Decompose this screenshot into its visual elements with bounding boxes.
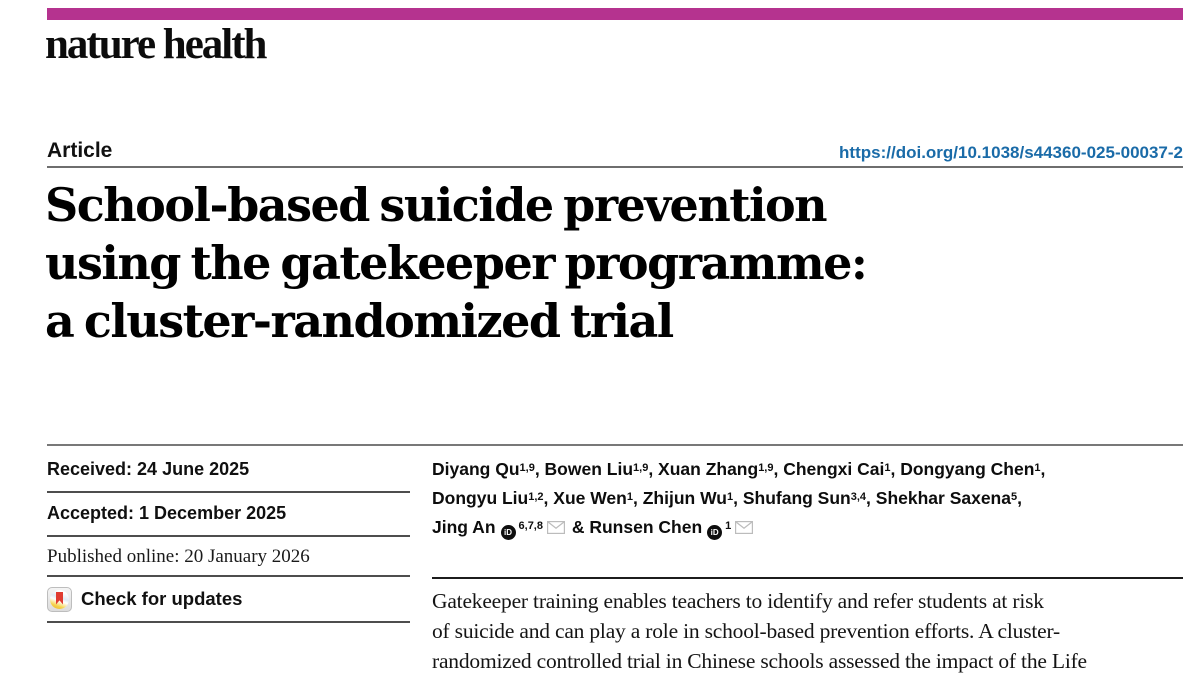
author-line: Dongyu Liu1,2, Xue Wen1, Zhijun Wu1, Shu…	[432, 484, 1182, 513]
check-for-updates-link[interactable]: Check for updates	[47, 585, 410, 613]
abstract-divider	[432, 577, 1183, 579]
crossmark-icon	[47, 586, 72, 612]
author-name: Runsen Chen	[589, 517, 703, 537]
author-separator: ,	[733, 488, 743, 508]
orcid-icon[interactable]: iD	[500, 524, 516, 540]
author-separator: ,	[534, 459, 545, 479]
abstract-line: Gatekeeper training enables teachers to …	[432, 589, 1044, 613]
author-separator: ,	[866, 488, 876, 508]
orcid-icon[interactable]: iD	[707, 524, 723, 540]
author-name: Shufang Sun	[742, 488, 851, 508]
title-line: using the gatekeeper programme:	[45, 236, 868, 290]
check-for-updates-label: Check for updates	[81, 588, 243, 609]
author-affiliation-sup: 1,9	[519, 462, 535, 474]
article-title: School-based suicide prevention using the…	[45, 176, 965, 350]
author-name: Chengxi Cai	[783, 459, 885, 479]
abstract-text: Gatekeeper training enables teachers to …	[432, 586, 1197, 675]
author-name: Jing An	[432, 517, 496, 537]
author-separator: ,	[1017, 488, 1022, 508]
author-separator: ,	[773, 459, 784, 479]
abstract-line: randomized controlled trial in Chinese s…	[432, 649, 1087, 673]
metadata-divider	[47, 491, 410, 493]
author-name: Dongyang Chen	[900, 459, 1035, 479]
brand-color-bar	[47, 8, 1183, 20]
title-line: a cluster-randomized trial	[45, 294, 674, 348]
author-affiliation-sup: 1	[1034, 462, 1041, 474]
author-affiliation-sup: 1	[725, 520, 732, 532]
author-affiliation-sup: 1,2	[528, 491, 544, 503]
author-separator: ,	[543, 488, 554, 508]
author-name: Xuan Zhang	[658, 459, 759, 479]
author-line: Jing An iD 6,7,8 & Runsen Chen iD 1	[432, 513, 1182, 542]
author-separator: ,	[890, 459, 901, 479]
author-name: Bowen Liu	[544, 459, 634, 479]
author-list: Diyang Qu1,9, Bowen Liu1,9, Xuan Zhang1,…	[432, 455, 1182, 542]
abstract-line: of suicide and can play a role in school…	[432, 619, 1060, 643]
email-icon[interactable]	[735, 521, 754, 535]
author-affiliation-sup: 1	[726, 491, 734, 503]
journal-logo: nature health	[45, 21, 267, 68]
article-type-label: Article	[47, 139, 113, 162]
author-affiliation-sup: 5	[1010, 491, 1018, 503]
author-name: Xue Wen	[553, 488, 627, 508]
published-date: Published online: 20 January 2026	[47, 546, 310, 567]
author-line: Diyang Qu1,9, Bowen Liu1,9, Xuan Zhang1,…	[432, 455, 1182, 484]
author-affiliation-sup: 3,4	[850, 491, 867, 503]
title-line: School-based suicide prevention	[45, 178, 828, 232]
author-affiliation-sup: 1	[626, 491, 633, 503]
metadata-divider	[47, 535, 410, 537]
metadata-divider	[47, 621, 410, 623]
author-name: Dongyu Liu	[432, 488, 529, 508]
columns-top-divider	[47, 444, 1183, 446]
author-separator: ,	[1040, 459, 1046, 479]
email-icon[interactable]	[546, 521, 565, 535]
author-affiliation-sup: 1	[884, 462, 891, 474]
accepted-date: Accepted: 1 December 2025	[47, 503, 287, 523]
author-affiliation-sup: 1,9	[758, 462, 774, 474]
author-name: Diyang Qu	[432, 459, 520, 479]
author-name: Shekhar Saxena	[875, 488, 1011, 508]
author-affiliation-sup: 6,7,8	[518, 520, 543, 532]
author-separator: ,	[632, 488, 643, 508]
author-affiliation-sup: 1,9	[633, 462, 649, 474]
metadata-divider	[47, 575, 410, 577]
author-separator: &	[566, 517, 590, 537]
author-separator: ,	[648, 459, 659, 479]
doi-link[interactable]: https://doi.org/10.1038/s44360-025-00037…	[839, 143, 1183, 162]
author-name: Zhijun Wu	[642, 488, 727, 508]
header-divider	[47, 166, 1183, 168]
received-date: Received: 24 June 2025	[47, 459, 250, 479]
